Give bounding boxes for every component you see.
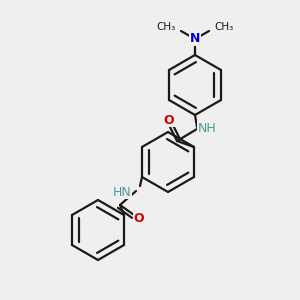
Text: O: O bbox=[164, 113, 174, 127]
Text: N: N bbox=[190, 32, 200, 46]
Text: NH: NH bbox=[198, 122, 216, 134]
Text: O: O bbox=[134, 212, 144, 224]
Text: HN: HN bbox=[112, 185, 131, 199]
Text: CH₃: CH₃ bbox=[214, 22, 233, 32]
Text: CH₃: CH₃ bbox=[157, 22, 176, 32]
